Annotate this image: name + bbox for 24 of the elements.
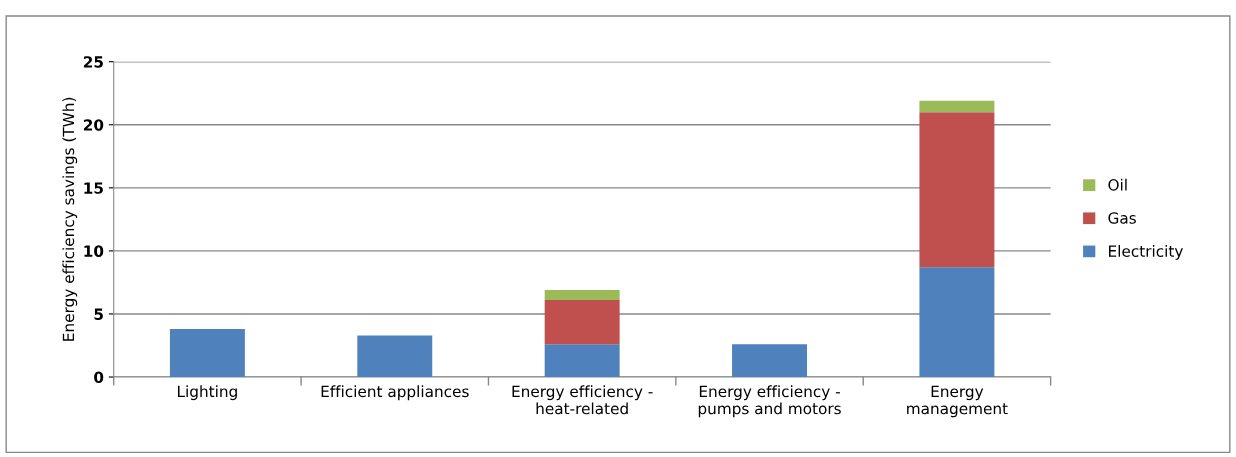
y-axis-title: Energy efficiency savings (TWh): [62, 97, 78, 341]
legend-label: Electricity: [1109, 245, 1183, 260]
x-tick-label: Lighting: [178, 385, 237, 401]
bar: [544, 289, 620, 301]
bar: [357, 335, 433, 378]
x-tick-label: Energy efficiency - pumps and motors: [698, 385, 841, 418]
y-tick-label: 5: [94, 308, 103, 320]
legend-label: Oil: [1108, 178, 1127, 191]
y-tick-label: 25: [83, 56, 103, 68]
y-tick-label: 15: [84, 182, 103, 194]
bar: [544, 344, 620, 378]
bar: [544, 300, 620, 345]
x-tick-label: Energy efficiency - heat-related: [512, 385, 653, 415]
legend-label: Gas: [1108, 212, 1136, 224]
bar: [732, 344, 808, 378]
bar: [919, 100, 995, 113]
x-tick-label: Energy management: [907, 385, 1008, 418]
bar: [919, 112, 995, 268]
y-tick-label: 10: [84, 245, 104, 257]
bar: [919, 267, 995, 378]
bar: [169, 329, 245, 378]
x-tick-label: Efficient appliances: [321, 385, 469, 401]
y-tick-label: 0: [94, 371, 104, 384]
y-tick-label: 20: [83, 119, 104, 131]
